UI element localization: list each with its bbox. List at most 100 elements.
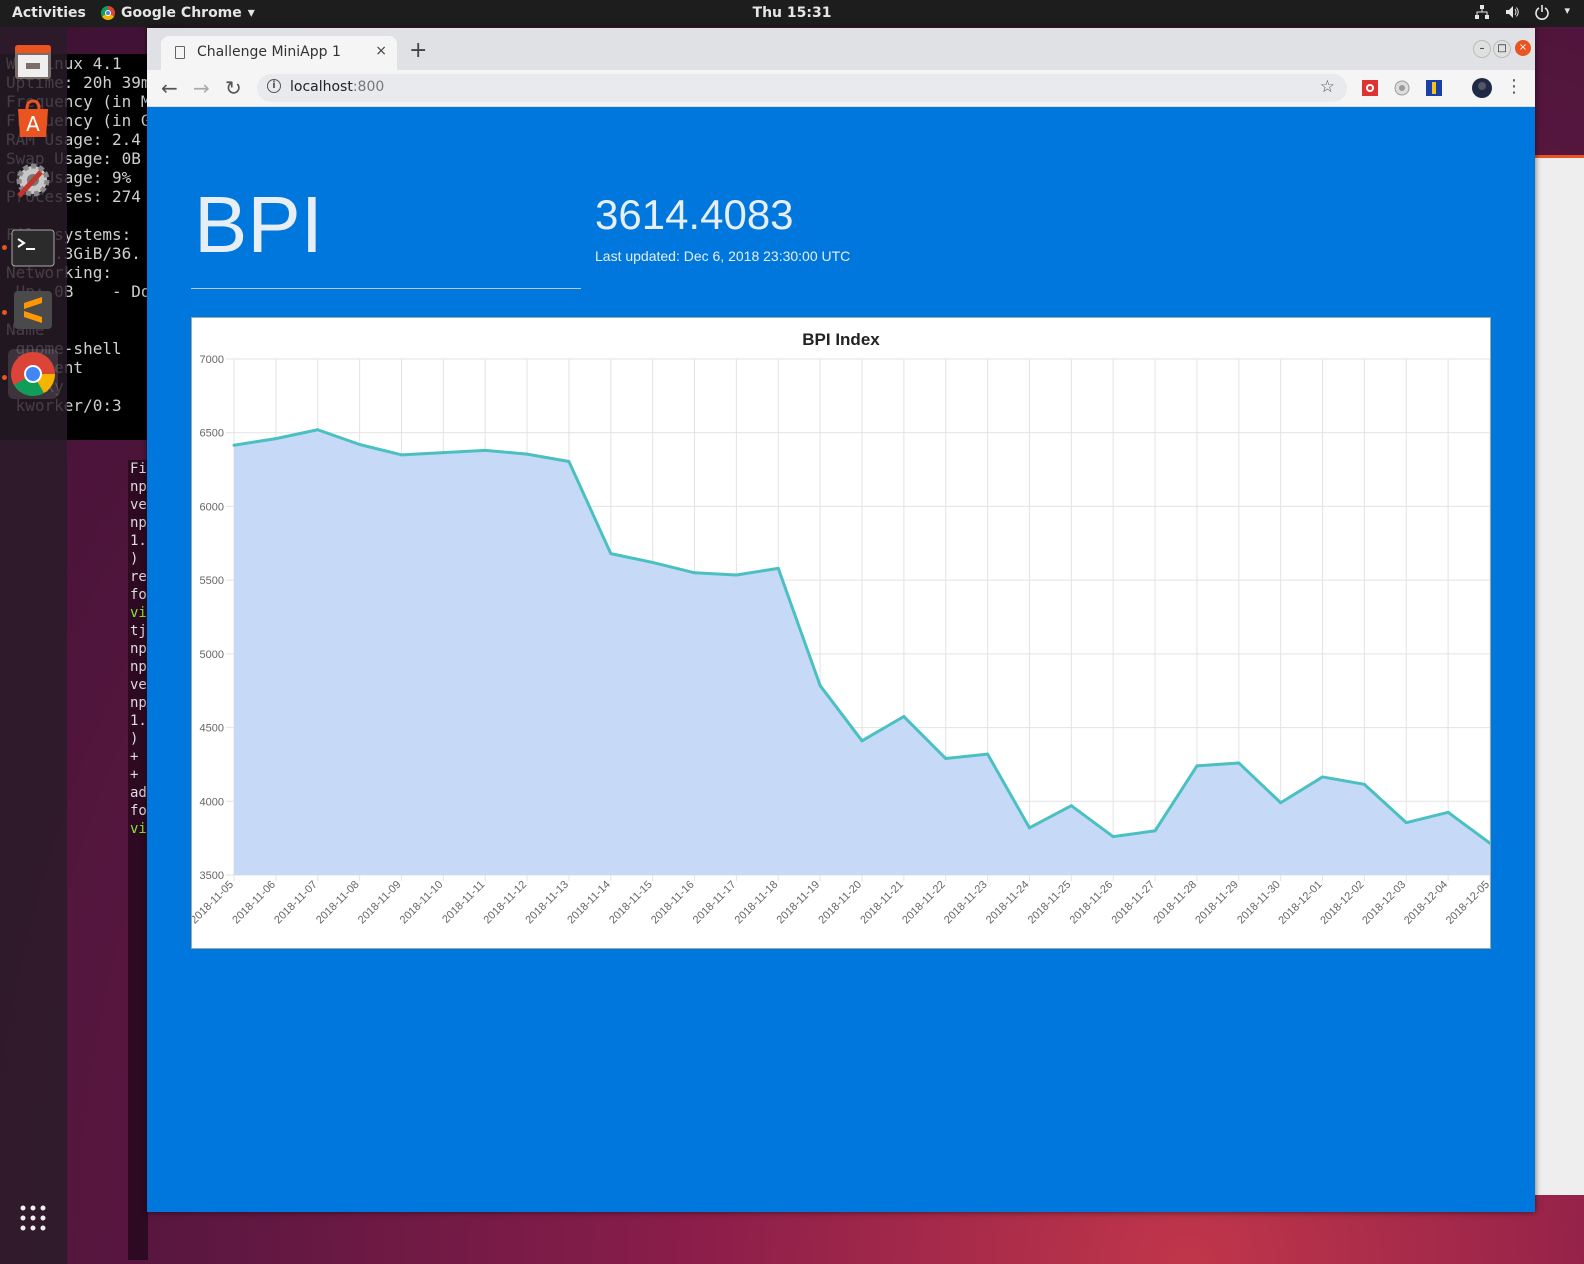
y-tick-label: 5000 [200, 649, 224, 661]
x-tick-label: 2018-11-27 [1109, 879, 1157, 927]
x-tick-label: 2018-11-13 [523, 879, 571, 927]
dock: A [0, 27, 67, 1264]
terminal-app-icon[interactable] [8, 223, 58, 273]
app-menu[interactable]: Google Chrome ▾ [101, 5, 255, 21]
x-tick-label: 2018-11-14 [565, 879, 613, 927]
new-tab-button[interactable]: + [409, 38, 428, 63]
x-tick-label: 2018-11-17 [691, 879, 739, 927]
terminal-line: np [130, 641, 147, 657]
x-tick-label: 2018-11-29 [1193, 879, 1241, 927]
x-tick-label: 2018-11-11 [440, 879, 487, 926]
browser-toolbar: ← → ↻ i localhost:800 ☆ ⋮ [147, 70, 1535, 107]
maximize-button[interactable]: □ [1493, 40, 1511, 58]
x-tick-label: 2018-11-10 [398, 879, 446, 927]
x-tick-label: 2018-12-01 [1276, 879, 1324, 927]
x-tick-label: 2018-11-05 [192, 879, 236, 927]
x-tick-label: 2018-12-04 [1402, 879, 1450, 927]
x-tick-label: 2018-12-05 [1444, 879, 1490, 927]
terminal-line: fo [130, 803, 147, 819]
x-tick-label: 2018-11-30 [1235, 879, 1283, 927]
tab-close-icon[interactable]: × [375, 43, 387, 59]
data-point [944, 757, 948, 761]
terminal-line: 1. [130, 713, 147, 729]
x-tick-label: 2018-11-12 [481, 879, 529, 927]
x-tick-label: 2018-11-25 [1026, 879, 1074, 927]
terminal-window: Fi np ve np 1.) re fo vi tj np np ve np 1.) + + ad fo … [128, 460, 148, 1260]
extension-red-icon[interactable] [1362, 80, 1378, 96]
data-point [609, 552, 613, 556]
terminal-line: np [130, 479, 147, 495]
x-tick-label: 2018-11-28 [1151, 879, 1199, 927]
forward-button[interactable]: → [193, 76, 210, 100]
x-tick-label: 2018-11-08 [314, 879, 362, 927]
x-tick-label: 2018-11-19 [775, 879, 823, 927]
x-tick-label: 2018-11-26 [1068, 879, 1116, 927]
terminal-line: vi [130, 605, 147, 621]
y-tick-label: 7000 [200, 354, 224, 366]
chevron-down-icon: ▾ [1564, 4, 1570, 17]
show-apps-grid-icon[interactable] [8, 1193, 58, 1243]
back-button[interactable]: ← [161, 76, 178, 100]
activities-button[interactable]: Activities [12, 5, 86, 21]
files-app-icon[interactable] [8, 37, 58, 87]
url-text[interactable]: localhost:800 [290, 79, 385, 95]
reload-button[interactable]: ↻ [225, 76, 242, 100]
y-tick-label: 6500 [200, 428, 224, 440]
sublime-text-icon[interactable] [8, 285, 58, 335]
data-point [399, 453, 403, 457]
data-point [986, 752, 990, 756]
data-point [441, 451, 445, 455]
y-tick-label: 4500 [200, 723, 224, 735]
y-tick-label: 3500 [200, 870, 224, 882]
chrome-icon [101, 6, 115, 20]
volume-icon [1506, 6, 1520, 18]
page-icon [175, 46, 185, 59]
data-point [818, 684, 822, 688]
chart-card: BPI Index 7000 6500 6000 5500 5000 4500 4000 350… [191, 317, 1491, 949]
tab-challenge-miniapp[interactable]: Challenge MiniApp 1 × [161, 36, 397, 70]
terminal-line: np [130, 515, 147, 531]
settings-app-icon[interactable] [8, 155, 58, 205]
terminal-line: tj [130, 623, 147, 639]
network-icon [1475, 5, 1490, 19]
data-point [860, 739, 864, 743]
tab-title: Challenge MiniApp 1 [197, 44, 341, 60]
data-point [902, 715, 906, 719]
terminal-line: + [130, 749, 139, 765]
x-tick-label: 2018-11-16 [649, 879, 697, 927]
y-tick-label: 4000 [200, 796, 224, 808]
data-point [567, 459, 571, 463]
profile-avatar[interactable] [1472, 78, 1492, 98]
chrome-app-icon[interactable] [8, 349, 58, 399]
system-tray[interactable]: ▾ [1474, 4, 1570, 20]
bookmark-star-icon[interactable]: ☆ [1319, 77, 1335, 97]
chrome-menu-button[interactable]: ⋮ [1505, 76, 1523, 97]
minimize-button[interactable]: – [1473, 40, 1491, 58]
x-tick-label: 2018-11-24 [984, 879, 1032, 927]
address-bar[interactable]: i localhost:800 ☆ [257, 74, 1347, 102]
extension-gray-icon[interactable] [1394, 80, 1410, 96]
x-tick-label: 2018-11-06 [230, 879, 278, 927]
data-point [1279, 801, 1283, 805]
terminal-line: ve [130, 497, 147, 513]
info-icon[interactable]: i [267, 79, 281, 93]
software-center-icon[interactable]: A [8, 95, 58, 145]
clock[interactable]: Thu 15:31 [752, 5, 832, 21]
close-window-button[interactable]: × [1515, 40, 1531, 56]
x-tick-label: 2018-11-22 [900, 879, 948, 927]
app-menu-label: Google Chrome [121, 5, 242, 21]
chart-title: BPI Index [802, 330, 880, 349]
last-updated-text: Last updated: Dec 6, 2018 23:30:00 UTC [595, 248, 851, 264]
data-point [232, 443, 236, 447]
title-divider [191, 288, 581, 289]
data-point [776, 566, 780, 570]
data-point [274, 437, 278, 441]
x-tick-label: 2018-11-20 [816, 879, 864, 927]
data-point [1237, 761, 1241, 765]
terminal-line: + [130, 767, 139, 783]
page-content: BPI 3614.4083 Last updated: Dec 6, 2018 … [147, 107, 1535, 1212]
terminal-line: ) [130, 731, 139, 747]
page-title: BPI [194, 180, 323, 269]
data-point [1446, 810, 1450, 814]
extension-blue-icon[interactable] [1426, 80, 1442, 96]
